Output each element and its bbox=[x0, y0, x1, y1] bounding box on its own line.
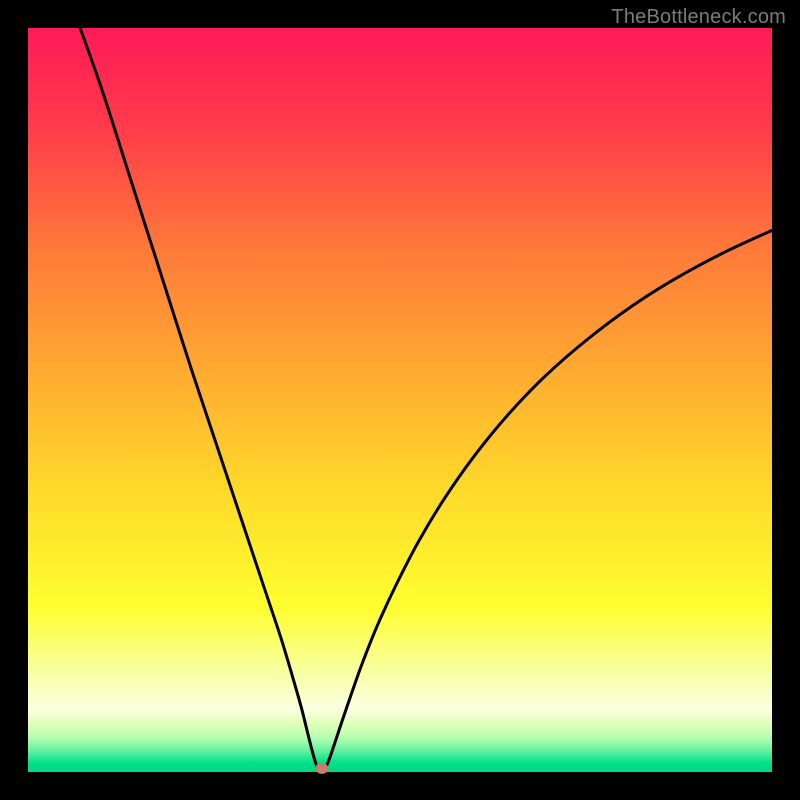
page-root: TheBottleneck.com bbox=[0, 0, 800, 800]
plot-svg bbox=[28, 28, 772, 772]
minimum-marker bbox=[316, 763, 329, 774]
bottleneck-curve bbox=[80, 28, 772, 772]
watermark-text: TheBottleneck.com bbox=[611, 6, 786, 29]
